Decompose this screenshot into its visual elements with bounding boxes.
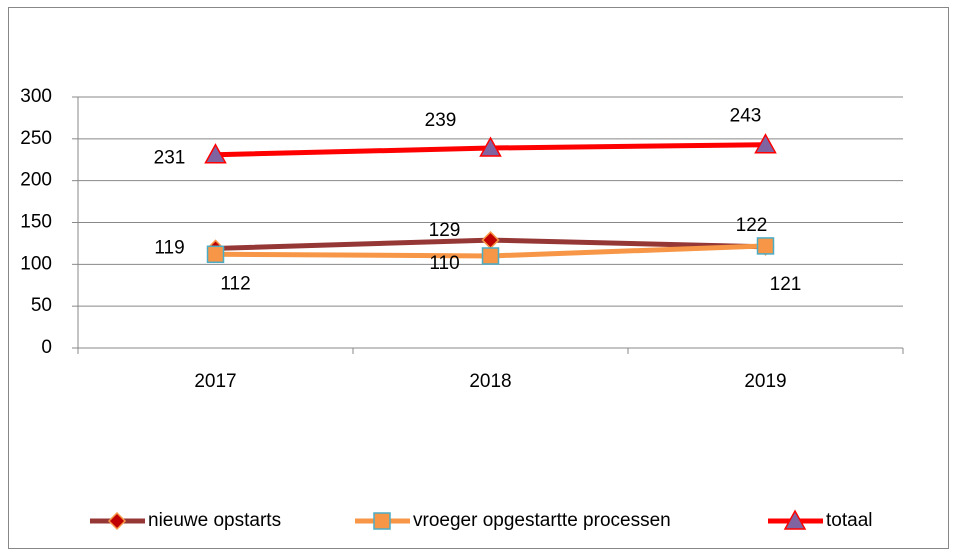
y-tick-label: 300 <box>20 86 52 107</box>
legend-label: totaal <box>826 510 872 531</box>
data-label: 129 <box>429 220 461 241</box>
legend-label: vroeger opgestartte processen <box>413 510 671 531</box>
data-label: 239 <box>425 110 457 131</box>
data-label: 243 <box>730 106 762 127</box>
data-label: 122 <box>736 215 768 236</box>
marker <box>754 133 777 154</box>
y-tick-label: 250 <box>20 128 52 149</box>
x-tick-label: 2018 <box>469 371 511 392</box>
chart-border <box>8 7 949 549</box>
marker <box>373 512 391 530</box>
data-label: 110 <box>429 253 459 274</box>
marker <box>783 509 807 530</box>
y-tick-label: 200 <box>20 170 52 191</box>
marker <box>756 237 775 255</box>
marker <box>206 245 225 264</box>
data-label: 112 <box>220 273 250 294</box>
y-tick-label: 150 <box>20 212 52 233</box>
marker <box>107 511 127 531</box>
y-tick-label: 0 <box>41 337 52 358</box>
marker <box>204 143 227 164</box>
y-tick-label: 100 <box>20 253 52 274</box>
x-tick-label: 2019 <box>744 371 786 392</box>
data-label: 231 <box>154 148 186 169</box>
marker <box>481 247 500 265</box>
legend-label: nieuwe opstarts <box>148 510 281 531</box>
y-tick-label: 50 <box>31 295 52 316</box>
data-label: 121 <box>770 274 802 295</box>
data-label: 119 <box>154 237 184 258</box>
x-tick-label: 2017 <box>194 371 236 392</box>
marker <box>479 136 502 157</box>
